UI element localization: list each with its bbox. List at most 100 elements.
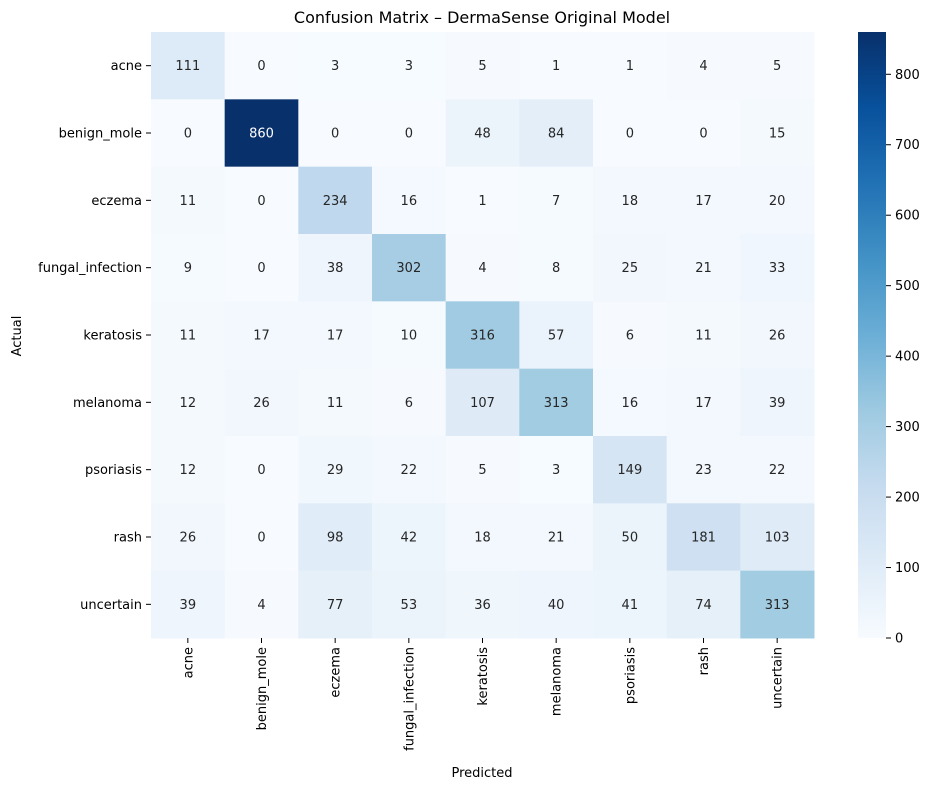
- heatmap-cell: [151, 503, 226, 572]
- cell-value-label: 111: [175, 59, 200, 74]
- heatmap-cell: [519, 436, 594, 504]
- heatmap-cell: [298, 32, 373, 100]
- heatmap-cell: [445, 234, 520, 302]
- heatmap-cell: [593, 301, 668, 370]
- heatmap-cell: [593, 436, 668, 504]
- y-tick-label: psoriasis: [85, 463, 142, 478]
- y-tick-label: uncertain: [80, 598, 142, 613]
- cell-value-label: 103: [765, 531, 790, 546]
- heatmap-cell: [740, 301, 815, 370]
- heatmap-cell: [666, 436, 741, 504]
- cell-value-label: 25: [622, 261, 639, 276]
- heatmap-cell: [298, 368, 373, 437]
- heatmap-cell: [445, 368, 520, 437]
- heatmap-cell: [151, 301, 226, 370]
- colorbar-tick-label: 400: [895, 350, 920, 365]
- heatmap-cell: [519, 166, 594, 235]
- cell-value-label: 17: [327, 329, 344, 344]
- y-tick-label: melanoma: [73, 396, 142, 411]
- colorbar-tick-label: 800: [895, 68, 920, 83]
- cell-value-label: 21: [548, 531, 565, 546]
- heatmap-cell: [372, 99, 447, 168]
- heatmap-cell: [740, 99, 815, 168]
- colorbar: [858, 32, 886, 638]
- heatmap-cell: [519, 503, 594, 572]
- heatmap-cell: [593, 234, 668, 302]
- chart-title: Confusion Matrix – DermaSense Original M…: [294, 8, 670, 27]
- heatmap-cell: [666, 570, 741, 639]
- cell-value-label: 181: [691, 531, 716, 546]
- heatmap-cell: [151, 234, 226, 302]
- cell-value-label: 12: [180, 463, 197, 478]
- x-axis-ticks: acne benign_mole eczema fungal_infection ker…: [181, 638, 786, 751]
- cell-value-label: 33: [769, 261, 786, 276]
- cell-value-label: 22: [769, 463, 786, 478]
- heatmap-cell: [666, 368, 741, 437]
- cell-value-label: 22: [401, 463, 418, 478]
- heatmap-cell: [519, 368, 594, 437]
- heatmap-cell: [666, 32, 741, 100]
- heatmap-cell: [224, 368, 299, 437]
- cell-value-label: 11: [327, 396, 344, 411]
- heatmap-cell: [151, 436, 226, 504]
- heatmap-cell: [224, 503, 299, 572]
- colorbar-tick-label: 600: [895, 209, 920, 224]
- cell-value-label: 36: [474, 598, 491, 613]
- heatmap-cell: [298, 99, 373, 168]
- cell-value-label: 1: [626, 59, 634, 74]
- cell-value-label: 41: [622, 598, 639, 613]
- cell-value-label: 149: [617, 463, 642, 478]
- cell-value-label: 5: [478, 463, 486, 478]
- cell-value-label: 0: [257, 531, 265, 546]
- x-axis-label: Predicted: [451, 766, 512, 781]
- heatmap-cell: [151, 368, 226, 437]
- x-tick-label: benign_mole: [255, 647, 270, 730]
- cell-value-label: 17: [695, 194, 712, 209]
- x-tick-label: rash: [697, 647, 712, 675]
- heatmap-cell: [740, 166, 815, 235]
- cell-value-label: 16: [622, 396, 639, 411]
- cell-value-label: 7: [552, 194, 560, 209]
- heatmap-cell: [593, 99, 668, 168]
- heatmap-cell: [224, 32, 299, 100]
- y-tick-label: acne: [111, 59, 142, 74]
- heatmap-cell: [445, 301, 520, 370]
- cell-value-label: 860: [249, 127, 274, 142]
- heatmap-cell: [519, 301, 594, 370]
- colorbar-tick-label: 100: [895, 561, 920, 576]
- heatmap-cell: [740, 570, 815, 639]
- cell-value-label: 4: [478, 261, 486, 276]
- heatmap-cell: [445, 32, 520, 100]
- heatmap-cell: [666, 301, 741, 370]
- heatmap-cell: [740, 503, 815, 572]
- cell-value-label: 42: [401, 531, 418, 546]
- colorbar-tick-label: 200: [895, 491, 920, 506]
- heatmap-cell: [372, 570, 447, 639]
- y-tick-label: benign_mole: [59, 127, 142, 142]
- cell-value-label: 1: [552, 59, 560, 74]
- heatmap-cell: [372, 503, 447, 572]
- cell-value-label: 84: [548, 127, 565, 142]
- cell-value-label: 107: [470, 396, 495, 411]
- cell-value-label: 8: [552, 261, 560, 276]
- heatmap-cell: [298, 570, 373, 639]
- heatmap-cell: [519, 32, 594, 100]
- heatmap-cell: [151, 99, 226, 168]
- cell-value-label: 17: [253, 329, 270, 344]
- heatmap-cell: [445, 503, 520, 572]
- cell-value-label: 74: [695, 598, 712, 613]
- colorbar-ticks: 0 100 200 300 400 500 600 700 800: [886, 68, 920, 647]
- cell-value-label: 316: [470, 329, 495, 344]
- cell-value-label: 234: [323, 194, 348, 209]
- y-tick-label: fungal_infection: [38, 261, 142, 276]
- cell-value-label: 5: [478, 59, 486, 74]
- cell-value-label: 3: [331, 59, 339, 74]
- cell-value-label: 0: [405, 127, 413, 142]
- cell-value-label: 77: [327, 598, 344, 613]
- heatmap-cell: [593, 503, 668, 572]
- heatmap-cell: [740, 234, 815, 302]
- cell-value-label: 21: [695, 261, 712, 276]
- heatmap-cell: [298, 503, 373, 572]
